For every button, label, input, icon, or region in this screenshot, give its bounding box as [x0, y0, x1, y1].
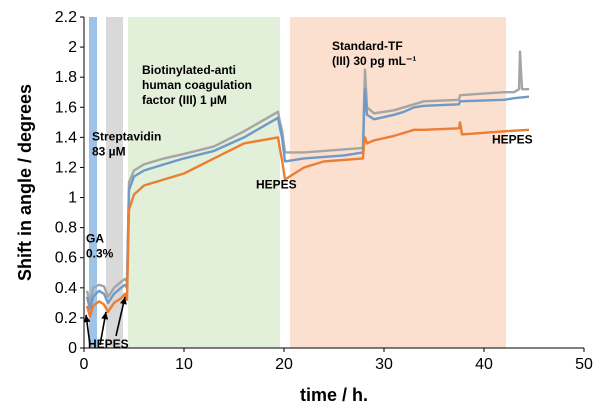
x-tick-label: 0: [80, 356, 89, 373]
y-tick-label: 2: [68, 39, 77, 56]
x-ticks: 0 10 20 30 40 50: [80, 348, 593, 373]
x-axis-title: time / h.: [300, 385, 368, 405]
series-line-1: [85, 88, 530, 311]
x-tick-label: 30: [375, 356, 393, 373]
x-tick-label: 50: [575, 356, 593, 373]
annotation-label: HEPES: [256, 178, 297, 192]
annotation-label: Biotinylated-anti human coagulation factor…: [142, 63, 252, 107]
x-tick-label: 10: [175, 356, 193, 373]
y-tick-label: 2.2: [55, 9, 77, 26]
y-tick-label: 0.2: [55, 310, 77, 327]
y-ticks: 0 0.2 0.4 0.6 0.8 1 1.2 1.4 1.6 1.8 2 2.2: [55, 9, 84, 357]
x-tick-label: 20: [275, 356, 293, 373]
shaded-region-0: [89, 17, 97, 348]
y-tick-label: 0.4: [55, 280, 77, 297]
y-tick-label: 1: [68, 190, 77, 207]
annotation-label: HEPES: [492, 132, 533, 146]
annotation-label: HEPES: [88, 337, 129, 351]
axes: [83, 17, 584, 349]
series-line-2: [85, 121, 530, 318]
annotation-arrow-head: [119, 296, 127, 305]
y-tick-label: 1.4: [55, 129, 77, 146]
shaded-region-1: [106, 17, 123, 348]
y-tick-label: 0: [68, 340, 77, 357]
shaded-region-3: [290, 17, 506, 348]
annotation-label: Streptavidin 83 µM: [92, 129, 161, 158]
annotations: Streptavidin 83 µM Biotinylated-anti human …: [86, 39, 533, 351]
x-tick-label: 40: [475, 356, 493, 373]
annotation-label: Standard-TF (III) 30 pg mL⁻¹: [332, 39, 416, 68]
annotation-arrows: [83, 296, 127, 346]
data-series: [85, 50, 530, 318]
y-tick-label: 1.8: [55, 69, 77, 86]
y-tick-label: 0.8: [55, 220, 77, 237]
annotation-label: GA 0.3%: [86, 232, 114, 261]
annotation-arrow-head: [101, 311, 109, 320]
annotation-arrow-head: [83, 314, 91, 323]
y-tick-label: 1.2: [55, 159, 77, 176]
y-axis-title: Shift in angle / degrees: [15, 84, 35, 281]
y-tick-label: 1.6: [55, 99, 77, 116]
y-tick-label: 0.6: [55, 250, 77, 267]
